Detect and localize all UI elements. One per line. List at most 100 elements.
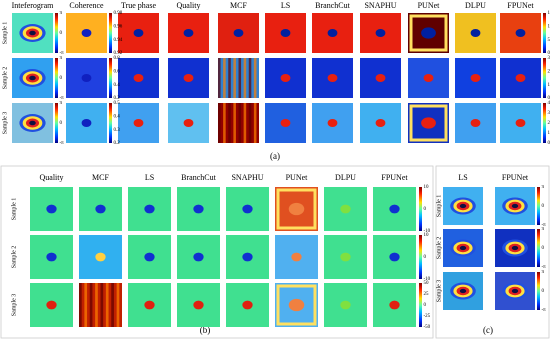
colorbar-tick-label: π — [60, 11, 63, 16]
colorbar-tick-label: -π — [60, 96, 65, 101]
feature — [193, 300, 204, 310]
feature — [183, 29, 194, 37]
feature — [46, 300, 57, 310]
feature — [144, 300, 155, 310]
colorbar-tick-label: 10 — [548, 24, 550, 29]
colorbar — [543, 103, 546, 143]
fringe — [511, 203, 519, 209]
feature — [389, 204, 400, 214]
column-header: FPUNet — [502, 173, 529, 182]
colorbar — [419, 235, 422, 279]
artifact — [243, 58, 247, 98]
colorbar-tick-label: 0.5 — [114, 101, 121, 106]
artifact — [248, 58, 252, 98]
feature — [280, 29, 291, 37]
artifact — [253, 103, 257, 143]
artifact — [248, 103, 252, 143]
column-header: DLPU — [335, 173, 356, 182]
colorbar-tick-label: 0 — [548, 141, 550, 146]
colorbar-tick-label: 0 — [60, 121, 63, 126]
colorbar-tick-label: 10 — [424, 233, 430, 238]
colorbar-tick-label: 0 — [424, 303, 427, 308]
feature — [183, 119, 194, 127]
panel-b-frame — [0, 165, 434, 339]
colorbar-tick-label: 0 — [60, 76, 63, 81]
artifact — [218, 58, 221, 98]
artifact — [243, 103, 247, 143]
column-header: True phase — [121, 1, 156, 10]
colorbar-tick-label: -π — [542, 223, 547, 228]
row-label: Sample 1 — [436, 195, 442, 218]
artifact — [111, 283, 114, 327]
colorbar-tick-label: 0 — [424, 255, 427, 260]
colorbar-tick-label: 0 — [548, 96, 550, 101]
row-label: Sample 1 — [2, 22, 8, 45]
feature — [288, 298, 305, 312]
column-header: PUNet — [418, 1, 441, 10]
artifact — [238, 103, 242, 143]
colorbar-tick-label: π — [60, 101, 63, 106]
column-header: SNAPHU — [231, 173, 263, 182]
panel-label: (a) — [270, 151, 280, 161]
row-label: Sample 2 — [11, 246, 17, 269]
fringe — [29, 120, 36, 126]
feature — [375, 74, 386, 82]
colorbar-tick-label: 15 — [548, 11, 550, 16]
artifact — [84, 283, 88, 327]
colorbar-tick-label: 0.4 — [114, 114, 121, 119]
fringe — [29, 75, 36, 81]
row-label: Sample 3 — [2, 112, 8, 135]
colorbar — [419, 187, 422, 231]
feature — [133, 29, 144, 37]
colorbar-tick-label: 10 — [424, 185, 430, 190]
colorbar-tick-label: 0.98 — [114, 11, 123, 16]
panel-label: (b) — [200, 325, 211, 335]
artifact — [116, 283, 120, 327]
artifact — [238, 58, 242, 98]
colorbar-tick-label: 30 — [548, 111, 550, 116]
colorbar-tick-label: 0 — [424, 207, 427, 212]
artifact — [89, 283, 93, 327]
colorbar-tick-label: 20 — [548, 121, 550, 126]
feature — [470, 29, 481, 37]
colorbar — [537, 187, 540, 225]
artifact — [105, 283, 109, 327]
feature — [291, 252, 302, 262]
feature — [233, 29, 244, 37]
column-header: BranchCut — [315, 1, 350, 10]
fringe — [511, 245, 519, 251]
feature — [242, 252, 253, 262]
colorbar-tick-label: 5 — [548, 38, 550, 43]
feature — [46, 252, 57, 262]
feature — [421, 27, 436, 39]
artifact — [228, 58, 231, 98]
colorbar-tick-label: 0.2 — [114, 96, 121, 101]
colorbar-tick-label: 0.2 — [114, 141, 121, 146]
column-header: MCF — [92, 173, 109, 182]
artifact — [218, 103, 221, 143]
colorbar-tick-label: 0 — [548, 51, 550, 56]
column-header: LS — [281, 1, 290, 10]
colorbar-tick-label: 0 — [542, 246, 545, 251]
colorbar-tick-label: 0.8 — [114, 56, 121, 61]
feature — [515, 119, 526, 127]
colorbar-tick-label: 50 — [424, 281, 430, 286]
colorbar-tick-label: π — [542, 185, 545, 190]
artifact — [253, 58, 257, 98]
feature — [144, 252, 155, 262]
colorbar-tick-label: 0.4 — [114, 83, 121, 88]
colorbar — [109, 13, 112, 53]
column-header: FPUNet — [507, 1, 534, 10]
feature — [389, 300, 400, 310]
feature — [280, 74, 291, 82]
colorbar — [109, 103, 112, 143]
feature — [242, 204, 253, 214]
feature — [375, 29, 386, 37]
feature — [327, 119, 338, 127]
colorbar-tick-label: -50 — [424, 325, 431, 330]
colorbar-tick-label: 0.6 — [114, 69, 121, 74]
feature — [81, 74, 92, 82]
colorbar-tick-label: 0.3 — [114, 128, 121, 133]
fringe — [29, 30, 36, 36]
colorbar — [55, 13, 58, 53]
